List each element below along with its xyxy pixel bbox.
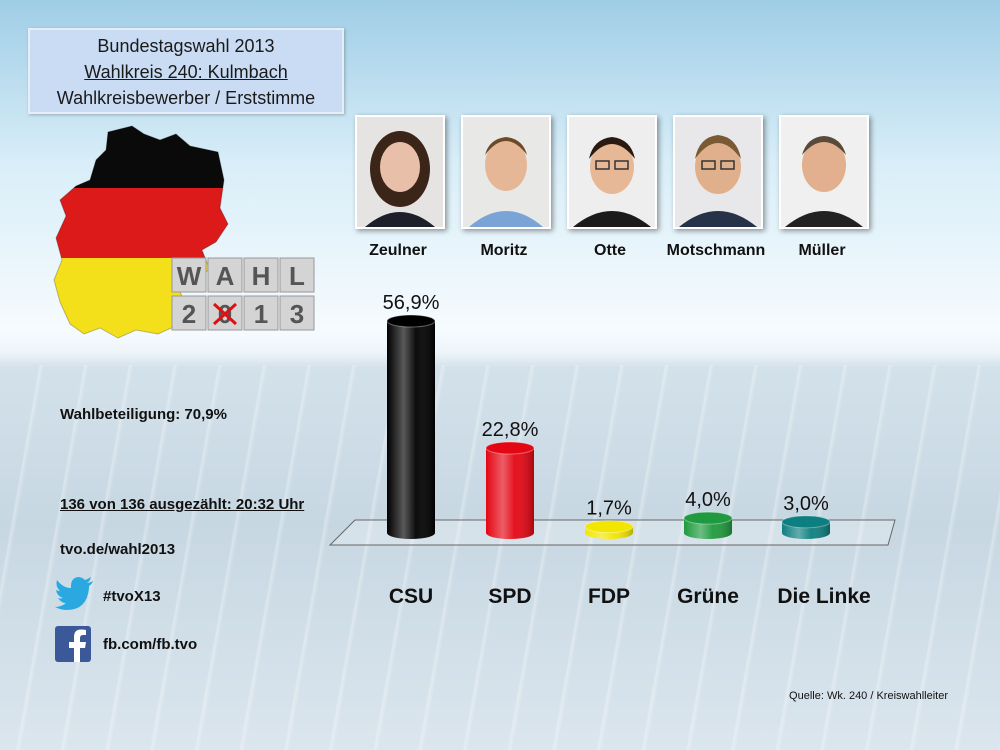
logo-digit-1: 1 [254, 299, 268, 329]
value-label-csu: 56,9% [383, 292, 440, 314]
title-box: Bundestagswahl 2013 Wahlkreis 240: Kulmb… [28, 28, 344, 114]
value-label-spd: 22,8% [482, 419, 539, 441]
person-icon [569, 117, 655, 227]
bar-gruene [683, 511, 733, 539]
title-line-2: Wahlkreis 240: Kulmbach [84, 62, 288, 82]
category-label-gruene: Grüne [677, 585, 739, 608]
logo-letter-w: W [177, 261, 202, 291]
value-label-die-linke: 3,0% [783, 493, 829, 515]
logo-letter-h: H [252, 261, 271, 291]
candidate-name-moritz: Moritz [480, 242, 528, 259]
logo-letter-l: L [289, 261, 305, 291]
candidate-name-motschmann: Motschmann [666, 242, 766, 259]
category-label-spd: SPD [488, 585, 531, 608]
twitter-bird-icon [55, 577, 93, 610]
logo-digit-3: 3 [290, 299, 304, 329]
counted-status-text: 136 von 136 ausgezählt: 20:32 Uhr [60, 496, 305, 513]
facebook-link[interactable]: fb.com/fb.tvo [103, 636, 198, 653]
candidate-photo-mueller [779, 115, 869, 229]
title-line-3: Wahlkreisbewerber / Erststimme [56, 88, 316, 108]
ballot-cross-icon [212, 302, 238, 326]
candidate-name-mueller: Müller [798, 242, 846, 259]
logo-letter-a: A [216, 261, 235, 291]
bar-fdp [584, 520, 634, 539]
logo-row-1: W A H L [171, 257, 315, 293]
title-line-1: Bundestagswahl 2013 [97, 36, 275, 56]
wahl-2013-logo: W A H L 2 0 1 3 [171, 257, 315, 331]
value-label-fdp: 1,7% [586, 498, 632, 520]
website-link[interactable]: tvo.de/wahl2013 [60, 541, 176, 558]
candidate-photo-moritz [461, 115, 551, 229]
category-label-csu: CSU [389, 585, 433, 608]
twitter-handle[interactable]: #tvoX13 [103, 588, 161, 605]
person-icon [357, 117, 443, 227]
person-icon [675, 117, 761, 227]
bar-die-linke [781, 515, 831, 539]
logo-digit-2: 2 [182, 299, 196, 329]
person-icon [781, 117, 867, 227]
candidate-photo-motschmann [673, 115, 763, 229]
person-icon [463, 117, 549, 227]
logo-row-2: 2 0 1 3 [171, 295, 315, 331]
candidate-name-otte: Otte [594, 242, 626, 259]
bar-spd [485, 441, 535, 539]
turnout-text: Wahlbeteiligung: 70,9% [60, 406, 227, 423]
value-label-gruene: 4,0% [685, 489, 731, 511]
bar-csu [386, 314, 436, 539]
source-note: Quelle: Wk. 240 / Kreiswahlleiter [789, 690, 948, 702]
category-label-fdp: FDP [588, 585, 630, 608]
candidate-photo-otte [567, 115, 657, 229]
germany-map-icon [53, 125, 229, 339]
candidate-photo-zeulner [355, 115, 445, 229]
background-floor [0, 365, 1000, 750]
candidate-name-zeulner: Zeulner [369, 242, 427, 259]
facebook-icon [55, 626, 91, 662]
category-label-die-linke: Die Linke [777, 585, 870, 608]
